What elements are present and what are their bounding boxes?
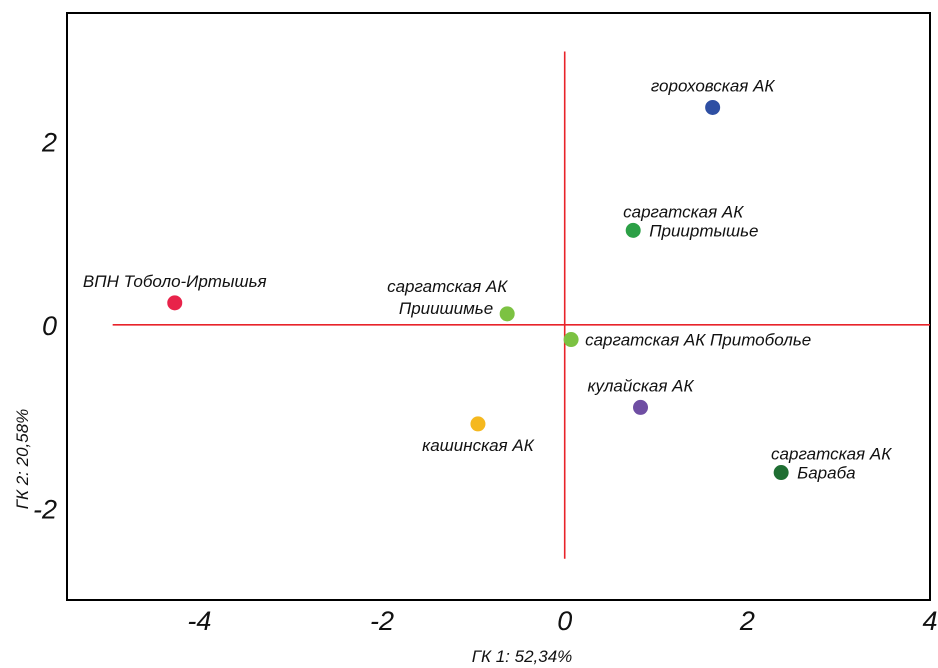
point-label: Бараба bbox=[797, 464, 855, 483]
plot-frame bbox=[66, 12, 931, 601]
y-axis-title: ГК 2: 20,58% bbox=[13, 409, 32, 510]
x-axis-title: ГК 1: 52,34% bbox=[472, 647, 573, 666]
y-tick-label: -2 bbox=[33, 494, 57, 524]
data-point bbox=[773, 465, 789, 481]
reference-lines bbox=[112, 51, 930, 559]
point-label: саргатская АК Притоболье bbox=[585, 331, 811, 350]
point-label: саргатская АК bbox=[387, 277, 508, 296]
data-point bbox=[633, 399, 649, 415]
point-label: кулайская АК bbox=[588, 376, 695, 395]
point-label: Приишимье bbox=[399, 299, 493, 318]
point-label: кашинская АК bbox=[422, 436, 535, 455]
point-label: Прииртышье bbox=[649, 221, 758, 240]
point-label: саргатская АК bbox=[623, 202, 744, 221]
data-point bbox=[625, 222, 641, 238]
x-tick-label: 4 bbox=[922, 606, 937, 636]
data-point bbox=[470, 416, 486, 432]
y-tick-label: 0 bbox=[42, 311, 57, 341]
data-point bbox=[563, 332, 579, 348]
data-points bbox=[167, 99, 789, 481]
x-tick-label: 2 bbox=[739, 606, 755, 636]
point-label: саргатская АК bbox=[771, 445, 892, 464]
data-point bbox=[499, 306, 515, 322]
x-tick-label: -4 bbox=[187, 606, 211, 636]
point-label: гороховская АК bbox=[651, 76, 776, 95]
data-point bbox=[705, 99, 721, 115]
x-tick-label: -2 bbox=[370, 606, 394, 636]
x-tick-label: 0 bbox=[557, 606, 572, 636]
point-label: ВПН Тоболо-Иртышья bbox=[83, 272, 267, 291]
data-point bbox=[167, 295, 183, 311]
y-tick-label: 2 bbox=[41, 127, 57, 157]
tick-labels: -4 -2 0 2 4 2 0 -2 bbox=[33, 127, 938, 636]
